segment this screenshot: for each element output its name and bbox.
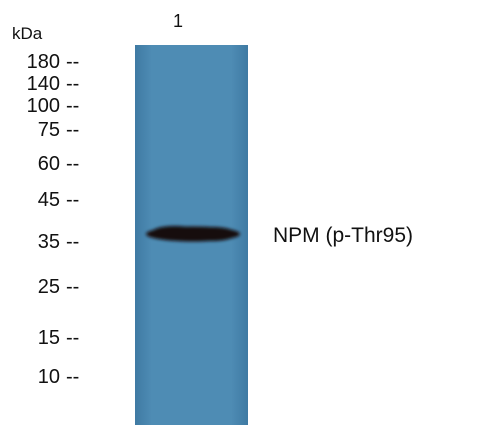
marker-25: 25 -- <box>6 277 100 297</box>
marker-tick: -- <box>66 231 80 253</box>
marker-label: 35 <box>37 231 60 253</box>
marker-label: 100 <box>26 95 60 117</box>
marker-label: 60 <box>37 153 60 175</box>
unit-label: kDa <box>12 24 43 43</box>
marker-label: 140 <box>26 73 60 95</box>
marker-label: 45 <box>37 189 60 211</box>
marker-tick: -- <box>66 153 80 175</box>
marker-tick: -- <box>66 73 80 95</box>
marker-label: 15 <box>37 327 60 349</box>
marker-tick: -- <box>66 119 80 141</box>
marker-35: 35 -- <box>6 232 100 252</box>
marker-45: 45 -- <box>6 190 100 210</box>
marker-10: 10 -- <box>6 367 100 387</box>
marker-180: 180 -- <box>6 52 100 72</box>
marker-label: 25 <box>37 276 60 298</box>
lane-number: 1 <box>173 11 184 31</box>
marker-tick: -- <box>66 189 80 211</box>
marker-140: 140 -- <box>6 74 100 94</box>
marker-100: 100 -- <box>6 96 100 116</box>
marker-tick: -- <box>66 327 80 349</box>
marker-tick: -- <box>66 366 80 388</box>
marker-label: 180 <box>26 51 60 73</box>
band-label: NPM (p-Thr95) <box>273 224 414 247</box>
marker-60: 60 -- <box>6 154 100 174</box>
protein-band <box>146 226 240 242</box>
marker-75: 75 -- <box>6 120 100 140</box>
marker-tick: -- <box>66 51 80 73</box>
marker-15: 15 -- <box>6 328 100 348</box>
marker-label: 75 <box>37 119 60 141</box>
marker-tick: -- <box>66 95 80 117</box>
marker-label: 10 <box>37 366 60 388</box>
marker-tick: -- <box>66 276 80 298</box>
